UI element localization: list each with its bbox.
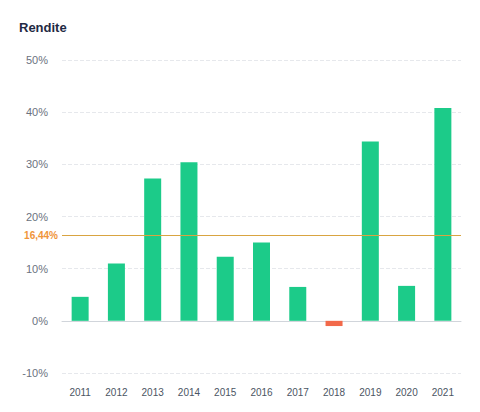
svg-text:2019: 2019	[359, 387, 382, 398]
svg-text:Rendite: Rendite	[19, 20, 67, 35]
svg-text:10%: 10%	[26, 263, 48, 275]
svg-text:2017: 2017	[287, 387, 310, 398]
svg-text:2020: 2020	[395, 387, 418, 398]
svg-text:16,44%: 16,44%	[24, 230, 58, 241]
svg-text:2015: 2015	[214, 387, 237, 398]
svg-text:2016: 2016	[250, 387, 273, 398]
svg-text:30%: 30%	[26, 158, 48, 170]
svg-text:-10%: -10%	[22, 367, 48, 379]
svg-text:50%: 50%	[26, 54, 48, 66]
svg-text:2013: 2013	[142, 387, 165, 398]
svg-text:2014: 2014	[178, 387, 201, 398]
svg-text:40%: 40%	[26, 106, 48, 118]
svg-text:2011: 2011	[69, 387, 91, 398]
svg-text:2012: 2012	[105, 387, 128, 398]
svg-text:0%: 0%	[32, 315, 48, 327]
svg-text:2021: 2021	[432, 387, 455, 398]
svg-text:20%: 20%	[26, 211, 48, 223]
svg-text:2018: 2018	[323, 387, 346, 398]
